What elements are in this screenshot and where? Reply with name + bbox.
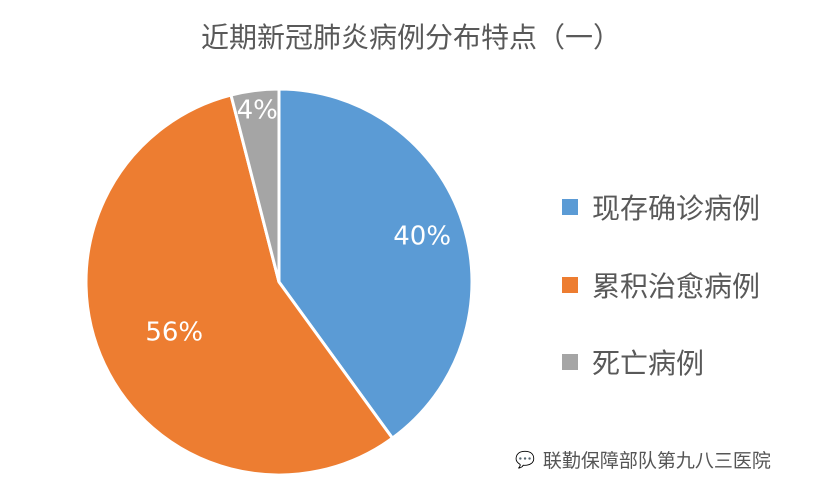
pie-slice-1 [277, 87, 474, 441]
data-label-3: 4% [237, 96, 278, 126]
legend-swatch [562, 199, 578, 215]
legend-item-current: 现存确诊病例 [562, 187, 760, 227]
legend-item-death: 死亡病例 [562, 342, 704, 382]
data-label-1: 40% [393, 221, 451, 251]
pie-slice-2 [84, 93, 395, 477]
legend-label: 死亡病例 [592, 347, 705, 380]
watermark-text: 联勤保障部队第九八三医院 [542, 450, 771, 472]
data-label-2: 56% [145, 317, 203, 347]
legend-swatch [562, 354, 578, 370]
legend-swatch [562, 277, 578, 293]
legend-label: 累积治愈病例 [592, 270, 761, 303]
watermark: 💬 联勤保障部队第九八三医院 [515, 446, 771, 473]
pie-slice-3 [229, 87, 281, 283]
chart-title: 近期新冠肺炎病例分布特点（一） [200, 21, 621, 54]
wechat-icon: 💬 [515, 450, 535, 469]
legend-label: 现存确诊病例 [592, 192, 761, 225]
legend-item-cured: 累积治愈病例 [562, 265, 760, 305]
